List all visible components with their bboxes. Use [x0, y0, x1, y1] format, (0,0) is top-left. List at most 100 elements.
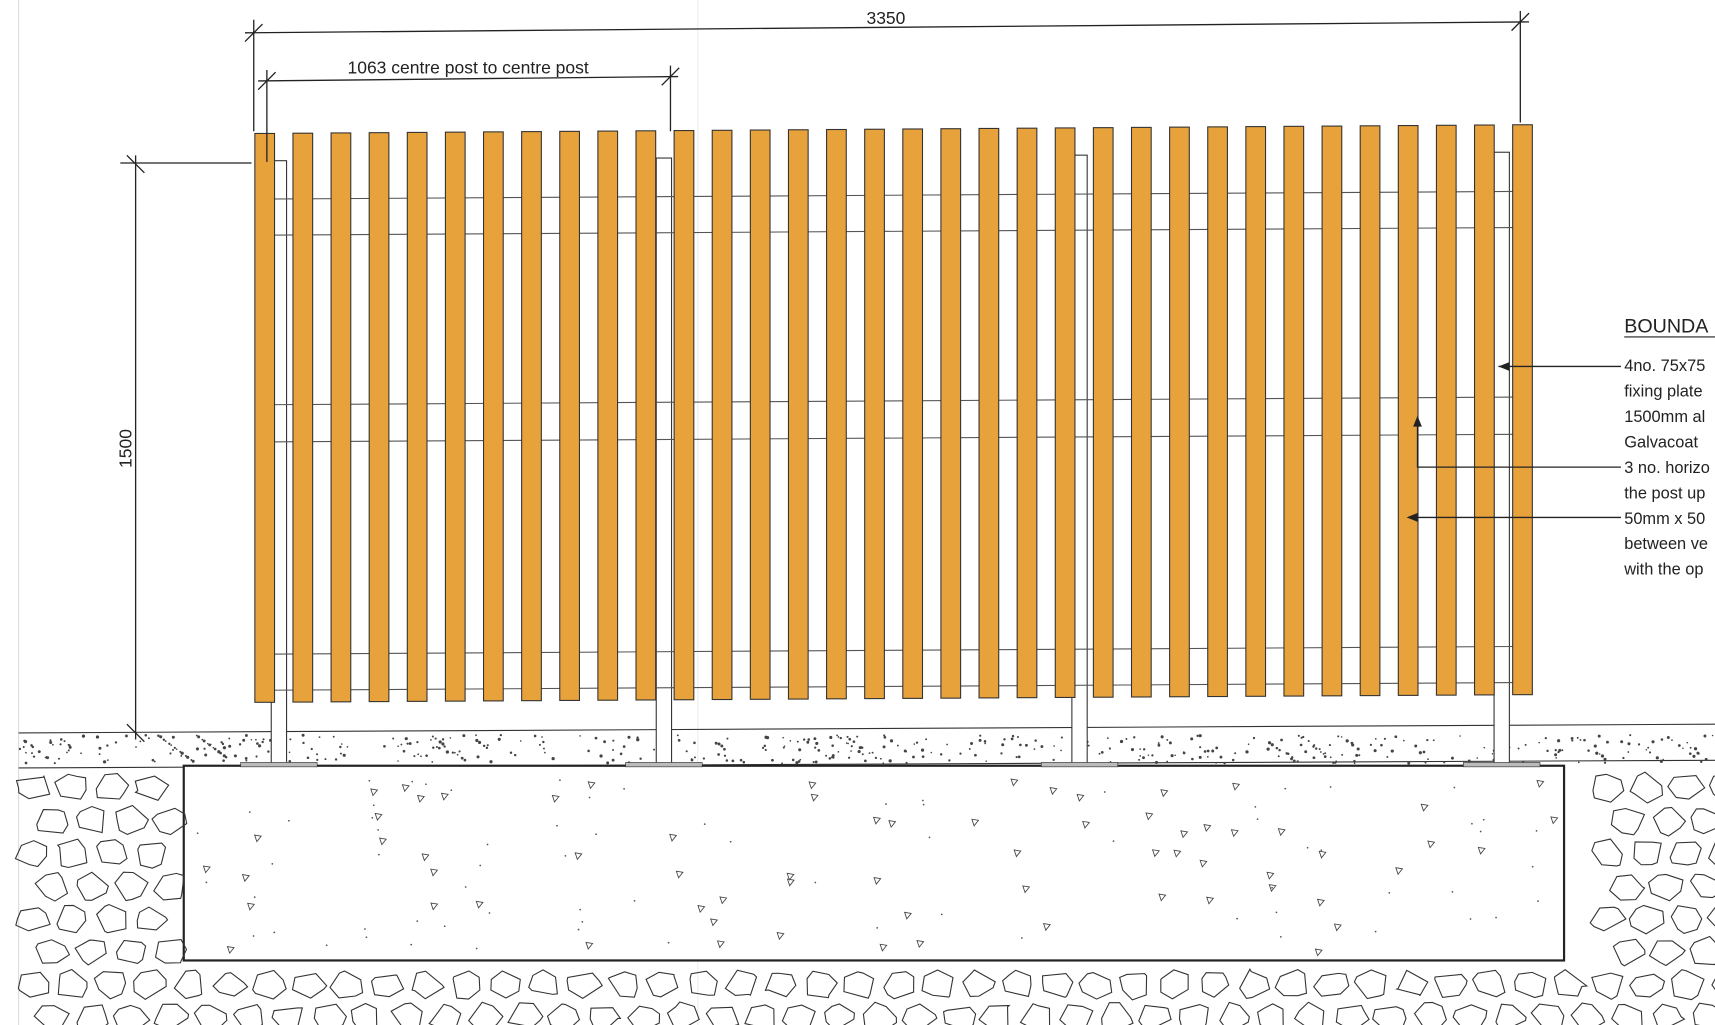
gravel-dot	[864, 759, 867, 763]
aggregate	[372, 804, 375, 807]
gravel-dot	[171, 735, 175, 739]
aggregate	[559, 779, 561, 781]
aggregate	[588, 796, 591, 799]
gravel-dot	[1627, 751, 1630, 753]
gravel-dot	[1390, 749, 1394, 753]
stone	[490, 970, 521, 999]
aggregate	[273, 931, 276, 934]
gravel-dot	[151, 758, 155, 762]
gravel-dot	[170, 744, 173, 746]
aggregate	[1266, 871, 1275, 880]
slat	[902, 128, 924, 699]
gravel-dot	[147, 737, 150, 740]
gravel-dot	[868, 752, 871, 754]
aggregate	[1316, 898, 1325, 907]
fixing-plate	[1463, 762, 1541, 768]
gravel-dot	[685, 750, 688, 753]
gravel-dot	[191, 759, 195, 763]
aggregate	[1284, 787, 1287, 790]
gravel-dot	[1290, 757, 1293, 761]
gravel-dot	[301, 733, 305, 737]
aggregate	[450, 789, 453, 792]
gravel-dot	[404, 737, 408, 741]
gravel-dot	[690, 758, 694, 762]
gravel-dot	[717, 753, 720, 756]
aggregate	[1277, 828, 1286, 837]
stone	[689, 970, 718, 996]
stone	[566, 972, 603, 999]
stone	[1629, 771, 1664, 804]
gravel-dot	[603, 740, 607, 744]
gravel-dot	[1637, 743, 1641, 746]
aggregate	[928, 836, 931, 839]
gravel-dot	[619, 752, 623, 756]
gravel-dot	[1655, 756, 1659, 760]
gravel-dot	[408, 742, 412, 745]
slat	[368, 132, 390, 703]
gravel-dot	[186, 755, 190, 759]
aggregate	[922, 799, 924, 802]
stone	[428, 1003, 462, 1025]
stone	[1591, 838, 1623, 867]
gravel-dot	[1157, 742, 1160, 745]
aggregate	[1535, 830, 1538, 832]
dimension-height: 1500	[115, 154, 252, 743]
gravel-dot	[255, 755, 258, 758]
gravel-dot	[1337, 735, 1340, 738]
rail	[262, 433, 1515, 443]
slat	[1283, 125, 1305, 697]
gravel-dot	[213, 747, 217, 751]
stone	[1708, 775, 1715, 796]
gravel-dot	[95, 735, 100, 739]
gravel-dot	[1595, 751, 1599, 755]
stone	[1652, 806, 1687, 837]
gravel-dot	[1443, 761, 1446, 764]
gravel-dot	[813, 737, 817, 741]
aggregate	[1203, 824, 1212, 833]
stone	[1313, 972, 1350, 997]
aggregate	[371, 816, 374, 819]
gravel-dot	[1688, 752, 1692, 755]
aggregate	[479, 864, 482, 867]
aggregate	[430, 902, 439, 911]
gravel-dot	[1538, 741, 1540, 744]
gravel-dot	[1700, 760, 1703, 763]
gravel-dot	[1418, 751, 1422, 755]
stone	[114, 871, 149, 902]
gravel-dot	[1198, 755, 1202, 759]
stone	[35, 939, 71, 964]
stone	[1553, 968, 1589, 997]
gravel-dot	[856, 735, 859, 738]
gravel-dot	[714, 741, 718, 745]
stone	[34, 872, 69, 902]
gravel-dot	[59, 743, 62, 746]
aggregate	[1306, 846, 1309, 849]
aggregate	[667, 941, 670, 944]
stone	[1019, 1003, 1051, 1025]
gravel-dot	[1130, 748, 1135, 752]
stone	[1042, 973, 1074, 998]
gravel-dot	[37, 750, 41, 754]
aggregate	[1158, 893, 1167, 902]
aggregate	[1427, 840, 1436, 849]
stone	[764, 972, 797, 998]
gravel-dot	[882, 762, 885, 764]
aggregate	[776, 932, 785, 941]
gravel-dot	[725, 759, 729, 762]
slat	[1473, 124, 1495, 696]
gravel-dot	[896, 744, 899, 747]
aggregate	[1256, 818, 1259, 820]
gravel-dot	[306, 756, 310, 760]
gravel-dot	[795, 761, 799, 765]
aggregate	[1103, 791, 1106, 793]
aggregate	[1469, 918, 1472, 920]
gravel-dot	[68, 744, 71, 747]
gravel-dot	[519, 740, 522, 742]
gravel-dot	[1215, 762, 1217, 764]
gravel-dot	[542, 740, 545, 744]
gravel-dot	[985, 760, 988, 762]
dimension-line	[258, 75, 679, 82]
aggregate	[1236, 917, 1238, 920]
aggregate	[241, 874, 250, 883]
gravel-dot	[513, 753, 517, 757]
